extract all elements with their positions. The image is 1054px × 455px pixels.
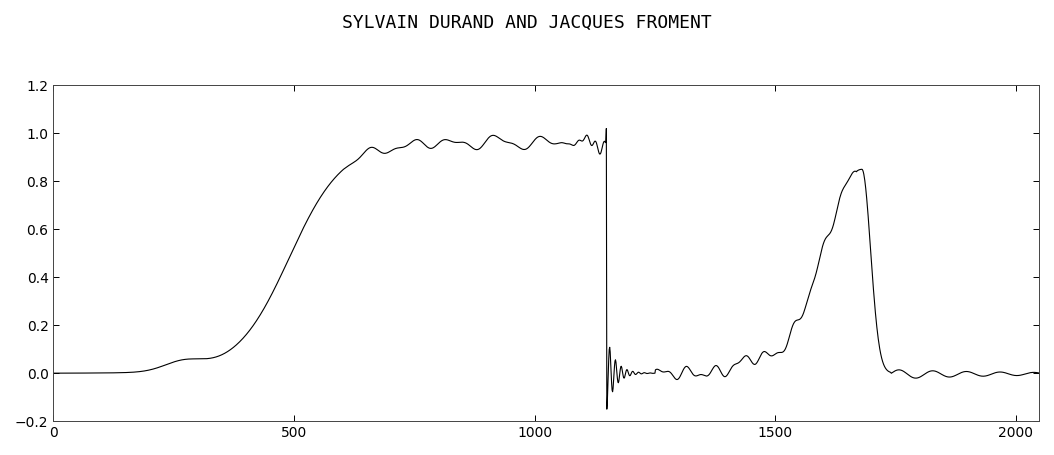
Text: SYLVAIN DURAND AND JACQUES FROMENT: SYLVAIN DURAND AND JACQUES FROMENT xyxy=(343,14,711,32)
